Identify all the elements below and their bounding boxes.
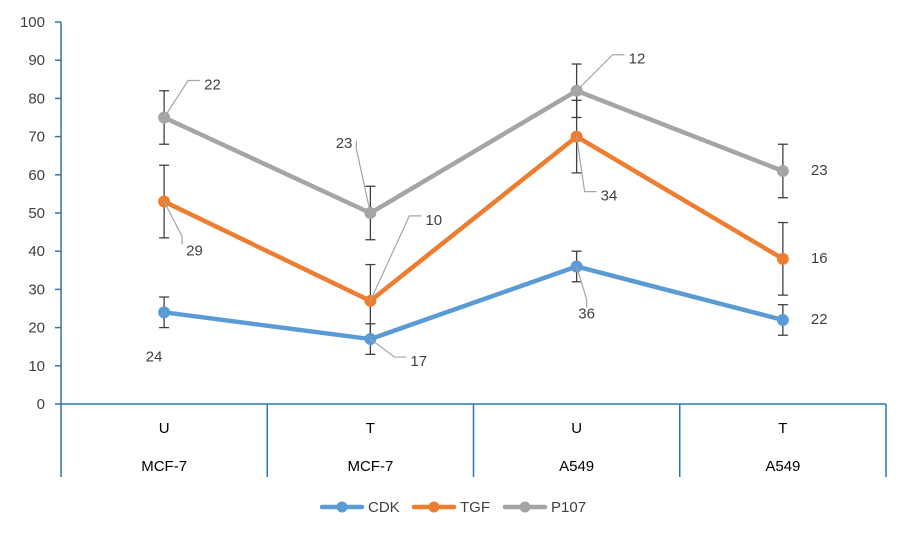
- leader-line: [576, 266, 588, 308]
- y-tick-label: 70: [28, 129, 45, 146]
- data-label-tgf: 10: [425, 212, 442, 229]
- y-tick-label: 30: [28, 281, 45, 298]
- category-label-level1: U: [571, 420, 582, 437]
- legend-item-tgf: TGF: [411, 499, 490, 516]
- y-tick-label: 100: [20, 14, 45, 31]
- data-label-cdk: 17: [410, 353, 427, 370]
- x-axis: U MCF-7 T MCF-7 U A549 T A549: [60, 403, 887, 477]
- y-tick-label: 50: [28, 205, 45, 222]
- legend-item-cdk: CDK: [319, 499, 400, 516]
- y-tick-label: 40: [28, 243, 45, 260]
- category-label-level2: A549: [559, 458, 594, 475]
- leader-line: [369, 215, 422, 302]
- leader-line: [370, 338, 407, 358]
- data-labels: 24 17 36 22 29 10 34 16 22 23 12 23: [146, 51, 828, 370]
- series-p107: [161, 88, 786, 216]
- data-label-tgf: 16: [811, 250, 828, 267]
- category-label-level1: U: [159, 420, 170, 437]
- data-label-tgf: 29: [186, 243, 203, 260]
- data-label-cdk: 36: [578, 305, 595, 322]
- series-layer: [158, 63, 789, 355]
- legend-label: TGF: [460, 499, 490, 516]
- data-label-p107: 23: [336, 135, 353, 152]
- data-label-cdk: 22: [811, 311, 828, 328]
- data-point: [158, 306, 171, 319]
- data-point: [776, 313, 789, 326]
- data-point: [776, 252, 789, 265]
- data-label-p107: 23: [811, 162, 828, 179]
- data-label-p107: 12: [629, 51, 646, 68]
- legend-marker: [428, 501, 440, 513]
- series-cdk: [161, 264, 786, 342]
- data-point: [776, 164, 789, 177]
- series-line-tgf: [161, 134, 786, 304]
- legend-label: CDK: [368, 499, 400, 516]
- data-label-p107: 22: [204, 76, 221, 93]
- series-line-p107: [161, 88, 786, 216]
- y-tick-label: 0: [37, 396, 45, 413]
- legend-item-p107: P107: [502, 499, 586, 516]
- category-label-level2: A549: [765, 458, 800, 475]
- leader-line: [576, 54, 625, 92]
- y-tick-label: 20: [28, 320, 45, 337]
- data-label-tgf: 34: [601, 188, 618, 205]
- y-axis: 0 10 20 30 40 50 60 70 80 90 100: [20, 14, 62, 413]
- series-line-cdk: [161, 264, 786, 342]
- legend-label: P107: [551, 499, 586, 516]
- leader-line: [163, 79, 201, 118]
- legend-marker: [336, 501, 348, 513]
- y-tick-label: 60: [28, 167, 45, 184]
- category-label-level2: MCF-7: [347, 458, 393, 475]
- leader-lines: [163, 54, 625, 358]
- legend: CDK TGF P107: [319, 499, 586, 516]
- category-label-level1: T: [778, 420, 787, 437]
- y-tick-label: 90: [28, 52, 45, 69]
- leader-line: [576, 136, 597, 193]
- leader-line: [355, 141, 371, 214]
- leader-line: [163, 201, 183, 245]
- category-label-level2: MCF-7: [141, 458, 187, 475]
- category-label-level1: T: [366, 420, 375, 437]
- y-tick-label: 10: [28, 358, 45, 375]
- series-tgf: [161, 134, 786, 304]
- data-label-cdk: 24: [146, 348, 163, 365]
- legend-marker: [519, 501, 531, 513]
- y-tick-label: 80: [28, 90, 45, 107]
